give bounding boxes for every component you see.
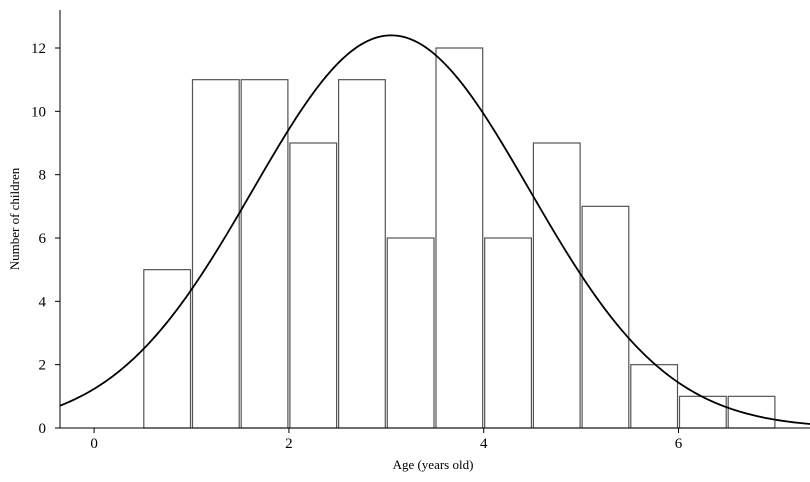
y-axis-ticks: 0 2 4 6 8 10 12 — [31, 41, 60, 437]
normal-curve — [59, 34, 810, 425]
histogram-bar — [435, 47, 484, 429]
histogram-bar — [484, 237, 533, 429]
y-tick-label: 10 — [31, 104, 46, 120]
histogram-bar — [532, 142, 581, 429]
y-tick-label: 8 — [39, 168, 47, 184]
y-tick-label: 4 — [39, 294, 47, 310]
histogram-bar — [630, 364, 679, 429]
x-axis-ticks: 0 2 4 6 — [90, 428, 683, 452]
histogram-bar — [581, 205, 630, 429]
x-tick-label: 4 — [480, 436, 488, 452]
histogram-bar — [337, 79, 386, 429]
histogram-bar — [143, 269, 192, 429]
histogram-bar — [240, 79, 289, 429]
y-tick-label: 0 — [39, 421, 47, 437]
y-axis-title: Number of children — [7, 167, 22, 270]
y-tick-label: 12 — [31, 41, 46, 57]
histogram-bar — [678, 395, 727, 429]
bars-layer — [143, 47, 776, 429]
x-axis-title: Age (years old) — [393, 457, 474, 472]
y-tick-label: 2 — [39, 358, 47, 374]
y-tick-label: 6 — [39, 231, 47, 247]
histogram-bar — [727, 395, 776, 429]
x-tick-label: 0 — [90, 436, 98, 452]
x-tick-label: 6 — [675, 436, 683, 452]
histogram-bar — [289, 142, 338, 429]
histogram-bar — [386, 237, 435, 429]
x-tick-label: 2 — [285, 436, 293, 452]
